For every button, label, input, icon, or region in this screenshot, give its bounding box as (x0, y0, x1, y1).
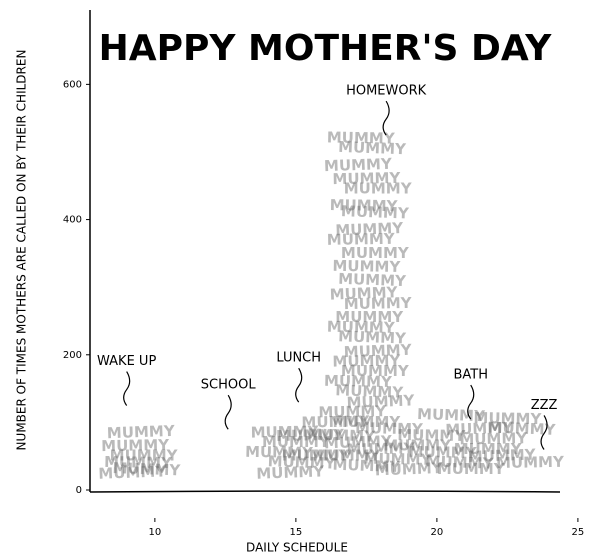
mummy-word: MUMMY (262, 433, 331, 451)
annotation-leader (540, 415, 548, 450)
mummy-word: MUMMY (307, 425, 377, 445)
mummy-word: MUMMY (445, 418, 515, 438)
mummy-word: MUMMY (341, 202, 411, 222)
mummy-word: MUMMY (251, 422, 320, 441)
mummy-word: MUMMY (324, 372, 393, 391)
mummy-word: MUMMY (332, 456, 402, 476)
mummy-word: MUMMY (324, 432, 394, 452)
x-axis-label: DAILY SCHEDULE (246, 541, 348, 555)
mummy-word: MUMMY (383, 437, 452, 455)
mummy-word: MUMMY (327, 318, 396, 337)
mummy-word: MUMMY (343, 341, 413, 361)
mummy-word: MUMMY (335, 219, 405, 239)
mummy-word: MUMMY (408, 443, 477, 462)
mummy-word: MUMMY (335, 308, 404, 326)
y-tick-label: 0 (76, 485, 82, 496)
axes (88, 9, 561, 493)
mummy-word: MUMMY (98, 462, 168, 482)
chart-title: HAPPY MOTHER'S DAY (99, 28, 553, 69)
mummy-word: MUMMY (256, 462, 326, 482)
annotation: ZZZ (531, 398, 558, 413)
annotation: SCHOOL (201, 378, 257, 393)
mummy-word: MUMMY (473, 409, 542, 428)
annotation-leader (382, 100, 390, 136)
annotation-leader (224, 394, 232, 430)
annotation: BATH (453, 368, 488, 383)
mummy-word: MUMMY (397, 426, 466, 445)
annotation: HOMEWORK (346, 84, 427, 99)
mummy-word: MUMMY (417, 405, 487, 425)
annotation-leader (123, 371, 131, 406)
mummy-word: MUMMY (332, 413, 401, 431)
mummy-word: MUMMY (104, 453, 173, 472)
mummy-word: MUMMY (282, 447, 351, 465)
mummy-word: MUMMY (335, 381, 405, 401)
x-tick-label: 25 (572, 527, 585, 538)
mummy-word: MUMMY (329, 283, 399, 303)
annotation: WAKE UP (97, 354, 156, 369)
mummy-word: MUMMY (437, 460, 506, 478)
mummy-word: MUMMY (338, 270, 408, 290)
mummy-word: MUMMY (338, 327, 408, 347)
mummy-word: MUMMY (330, 196, 399, 215)
mummy-word: MUMMY (341, 244, 410, 262)
mummy-word: MUMMY (344, 180, 413, 198)
mummy-word: MUMMY (346, 391, 416, 411)
annotation-leader (295, 367, 303, 403)
mummy-word: MUMMY (313, 447, 382, 465)
mummy-word: MUMMY (101, 436, 170, 455)
y-tick-label: 200 (63, 350, 82, 361)
mummy-word: MUMMY (454, 440, 523, 458)
mummy-word: MUMMY (327, 230, 396, 249)
y-axis-label: NUMBER OF TIMES MOTHERS ARE CALLED ON BY… (15, 50, 29, 451)
x-tick-label: 20 (431, 527, 444, 538)
annotation: LUNCH (276, 351, 321, 366)
mummy-word: MUMMY (341, 362, 410, 380)
mummy-word: MUMMY (496, 453, 565, 472)
mummy-word: MUMMY (110, 447, 179, 465)
mummy-word: MUMMY (487, 418, 557, 438)
mummy-word: MUMMY (276, 426, 345, 445)
mummy-word: MUMMY (355, 419, 424, 438)
mummy-word: MUMMY (346, 439, 415, 458)
mummy-word: MUMMY (374, 459, 444, 479)
mummy-word: MUMMY (332, 257, 401, 276)
y-tick-label: 600 (63, 79, 82, 90)
mummy-word: MUMMY (338, 138, 408, 158)
mummy-word: MUMMY (425, 452, 495, 472)
mummy-word: MUMMY (318, 402, 387, 421)
mummy-word: MUMMY (107, 422, 177, 442)
x-tick-label: 10 (148, 527, 161, 538)
mummy-word: MUMMY (468, 445, 538, 465)
mummy-word: MUMMY (301, 412, 370, 431)
annotation-leader (467, 384, 475, 420)
mummy-word: MUMMY (327, 128, 396, 147)
mummy-word: MUMMY (324, 155, 394, 175)
mummy-word: MUMMY (112, 459, 182, 479)
mummy-word: MUMMY (332, 169, 401, 188)
mummy-word: MUMMY (245, 443, 314, 462)
mummy-word: MUMMY (363, 449, 432, 468)
x-tick-label: 15 (290, 527, 303, 538)
y-tick-label: 400 (63, 215, 82, 226)
mummy-word: MUMMY (459, 429, 528, 448)
mummy-word: MUMMY (332, 351, 401, 370)
mummy-word: MUMMY (344, 294, 413, 313)
mummy-word: MUMMY (267, 452, 337, 472)
